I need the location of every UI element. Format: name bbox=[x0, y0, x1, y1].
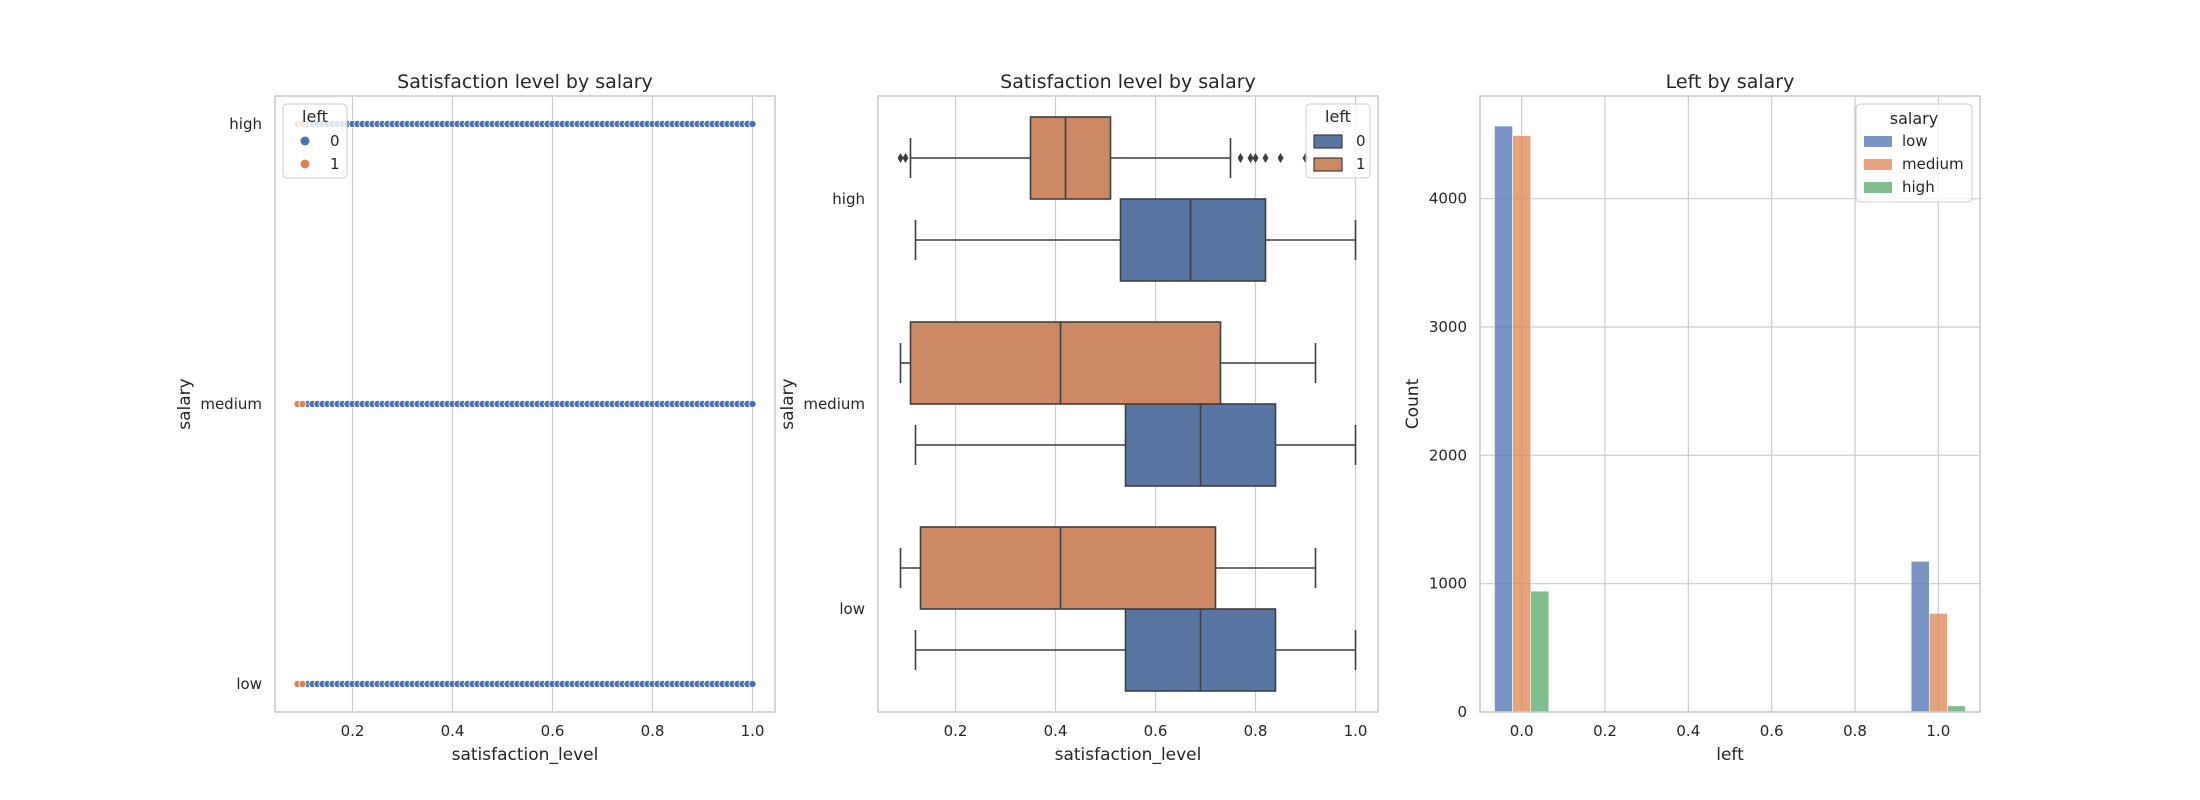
chart-1-xtick-1: 0.4 bbox=[441, 722, 465, 740]
chart-3-xtick-2: 0.4 bbox=[1676, 722, 1700, 740]
chart-2-1-high-outlier-3 bbox=[1247, 153, 1254, 163]
chart-1-scatter: Satisfaction level by salary satisfactio… bbox=[175, 71, 776, 765]
chart-3-ytick-0: 0 bbox=[1457, 703, 1467, 721]
chart-3-ticks: 0.0 0.2 0.4 0.6 0.8 1.0 0 1000 2000 3000 4000 bbox=[1429, 190, 1950, 740]
chart-2-ytick-low: low bbox=[839, 600, 865, 618]
chart-3-legend-title: salary bbox=[1890, 109, 1938, 128]
chart-2-1-high-outlier-1 bbox=[902, 153, 909, 163]
chart-2-xlabel: satisfaction_level bbox=[1055, 745, 1202, 765]
chart-3-histogram: Left by salary left Count 0.0 0.2 0.4 0.6 0.… bbox=[1403, 71, 1981, 765]
chart-1-point-1-medium-1 bbox=[298, 399, 307, 408]
chart-1-point-1-low-1 bbox=[298, 680, 307, 689]
chart-3-xtick-3: 0.6 bbox=[1760, 722, 1784, 740]
chart-1-legend: left 0 1 bbox=[282, 103, 348, 179]
chart-3-legend-label-1: medium bbox=[1902, 155, 1964, 173]
chart-2-1-high-outlier-4 bbox=[1252, 153, 1259, 163]
chart-3-bars bbox=[1494, 125, 1966, 713]
chart-3-title: Left by salary bbox=[1666, 71, 1795, 93]
chart-2-legend-title: left bbox=[1325, 107, 1351, 126]
chart-3-bar-low-1 bbox=[1910, 561, 1930, 713]
chart-1-frame bbox=[274, 95, 776, 713]
chart-3-bar-low-0 bbox=[1494, 125, 1513, 713]
chart-2-1-high-outlier-2 bbox=[1237, 153, 1244, 163]
chart-2-boxplot: Satisfaction level by salary satisfactio… bbox=[778, 71, 1379, 765]
chart-1-xtick-3: 0.8 bbox=[641, 722, 665, 740]
chart-3-legend-box bbox=[1855, 103, 1973, 203]
chart-3-frame bbox=[1479, 95, 1981, 713]
chart-3-legend-patch-0 bbox=[1864, 136, 1892, 147]
chart-2-xtick-3: 0.8 bbox=[1244, 722, 1268, 740]
chart-2-1-high-outlier-0 bbox=[897, 153, 904, 163]
chart-1-ytick-medium: medium bbox=[200, 395, 262, 413]
chart-1-point-0-high-89 bbox=[748, 120, 757, 129]
chart-3-ytick-1: 1000 bbox=[1429, 575, 1467, 593]
chart-2-ytick-medium: medium bbox=[803, 395, 865, 413]
chart-3-legend-label-0: low bbox=[1902, 132, 1928, 150]
chart-2-xtick-4: 1.0 bbox=[1344, 722, 1368, 740]
chart-1-ylabel: salary bbox=[175, 378, 195, 429]
chart-1-point-0-medium-89 bbox=[748, 399, 757, 408]
chart-3-ylabel: Count bbox=[1403, 378, 1423, 429]
chart-2-ylabel: salary bbox=[778, 378, 798, 429]
chart-3-bar-high-1 bbox=[1947, 705, 1966, 713]
chart-3-legend-patch-2 bbox=[1864, 182, 1892, 193]
chart-1-xtick-0: 0.2 bbox=[341, 722, 365, 740]
chart-2-legend-patch-1 bbox=[1313, 157, 1343, 172]
chart-1-points bbox=[293, 120, 757, 689]
chart-2-1-high-outlier-6 bbox=[1277, 153, 1284, 163]
chart-3-bar-medium-0 bbox=[1512, 135, 1532, 713]
chart-2-legend-label-0: 0 bbox=[1356, 132, 1366, 150]
chart-2-ytick-high: high bbox=[832, 190, 865, 208]
chart-1-legend-marker-1 bbox=[300, 159, 310, 169]
chart-3-xlabel: left bbox=[1716, 745, 1744, 765]
chart-1-ytick-high: high bbox=[229, 115, 262, 133]
chart-1-ticks: 0.2 0.4 0.6 0.8 1.0 high medium low bbox=[200, 115, 764, 740]
chart-3-ytick-3: 3000 bbox=[1429, 318, 1467, 336]
chart-2-boxes bbox=[897, 116, 1357, 692]
chart-1-xlabel: satisfaction_level bbox=[452, 745, 599, 765]
chart-1-legend-marker-0 bbox=[300, 136, 310, 146]
chart-2-legend: left 0 1 bbox=[1305, 103, 1371, 179]
chart-3-xtick-5: 1.0 bbox=[1926, 722, 1950, 740]
chart-3-legend-patch-1 bbox=[1864, 159, 1892, 170]
chart-1-legend-box bbox=[282, 103, 348, 179]
chart-2-title: Satisfaction level by salary bbox=[1000, 71, 1256, 93]
chart-1-ytick-low: low bbox=[236, 675, 262, 693]
chart-3-xtick-4: 0.8 bbox=[1843, 722, 1867, 740]
chart-2-1-high-outlier-5 bbox=[1262, 153, 1269, 163]
chart-2-0-high-box bbox=[1119, 198, 1267, 282]
chart-2-xtick-0: 0.2 bbox=[944, 722, 968, 740]
chart-3-bar-medium-1 bbox=[1928, 613, 1948, 713]
chart-1-legend-label-0: 0 bbox=[330, 132, 340, 150]
chart-2-frame bbox=[877, 95, 1379, 713]
chart-1-legend-title: left bbox=[302, 107, 328, 126]
chart-3-legend: salary low medium high bbox=[1855, 103, 1973, 203]
chart-3-ytick-4: 4000 bbox=[1429, 190, 1467, 208]
chart-2-1-high-box bbox=[1029, 116, 1112, 200]
chart-2-xtick-2: 0.6 bbox=[1144, 722, 1168, 740]
chart-2-legend-label-1: 1 bbox=[1356, 155, 1366, 173]
chart-1-legend-label-1: 1 bbox=[330, 155, 340, 173]
chart-2-legend-patch-0 bbox=[1313, 134, 1343, 149]
chart-1-xtick-4: 1.0 bbox=[741, 722, 765, 740]
chart-3-bar-high-0 bbox=[1530, 590, 1550, 713]
chart-3-ytick-2: 2000 bbox=[1429, 446, 1467, 464]
chart-1-point-0-low-89 bbox=[748, 680, 757, 689]
chart-2-xtick-1: 0.4 bbox=[1044, 722, 1068, 740]
chart-2-1-low-box bbox=[919, 526, 1217, 610]
chart-2-ticks: 0.2 0.4 0.6 0.8 1.0 high medium low bbox=[803, 190, 1367, 740]
chart-3-xtick-1: 0.2 bbox=[1593, 722, 1617, 740]
chart-3-legend-label-2: high bbox=[1902, 178, 1935, 196]
chart-3-xtick-0: 0.0 bbox=[1510, 722, 1534, 740]
chart-1-title: Satisfaction level by salary bbox=[397, 71, 653, 93]
chart-2-1-medium-box bbox=[909, 321, 1222, 405]
chart-1-xtick-2: 0.6 bbox=[541, 722, 565, 740]
